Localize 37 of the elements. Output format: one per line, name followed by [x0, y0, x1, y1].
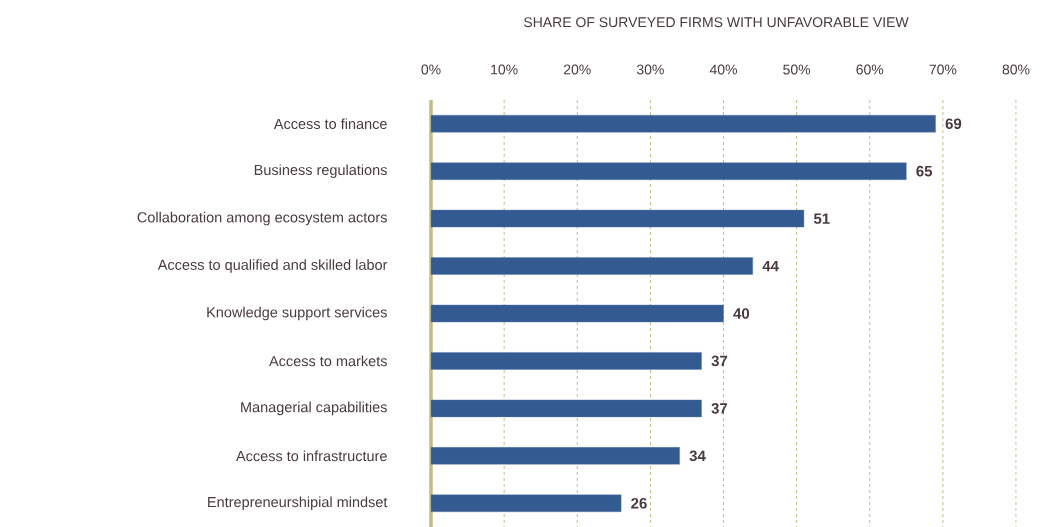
- data-label: 51: [813, 213, 830, 224]
- data-label: 34: [689, 450, 706, 462]
- bar: [430, 304, 724, 323]
- data-label: 65: [916, 165, 933, 177]
- y-tick-label: Business regulations: [254, 164, 387, 178]
- x-tick-label: 50%: [783, 64, 811, 75]
- x-tick-label: 0%: [421, 64, 441, 75]
- y-tick-label: Access to infrastructure: [236, 450, 387, 462]
- y-tick-label: Entrepreneurshipial mindset: [208, 496, 388, 511]
- x-tick-label: 80%: [1002, 64, 1030, 75]
- data-label: 40: [733, 308, 750, 319]
- y-tick-label: Access to finance: [273, 118, 387, 130]
- bar: [430, 209, 805, 228]
- y-tick-label: Managerial capabilities: [241, 401, 387, 416]
- bar: [430, 494, 622, 512]
- y-tick-label: Collaboration among ecosystem actors: [137, 211, 387, 226]
- x-tick-label: 30%: [636, 64, 664, 75]
- data-label: 44: [762, 260, 779, 272]
- y-tick-label: Knowledge support services: [207, 306, 387, 321]
- data-label: 37: [711, 403, 728, 414]
- y-tick-label: Access to qualified and skilled labor: [157, 259, 388, 273]
- bar: [430, 399, 702, 418]
- x-tick-label: 10%: [491, 64, 518, 75]
- x-tick-label: 60%: [856, 64, 884, 75]
- x-tick-label: 70%: [929, 64, 957, 75]
- bar: [430, 115, 936, 133]
- data-label: 69: [945, 118, 962, 130]
- bar: [430, 352, 702, 370]
- data-label: 26: [631, 497, 647, 509]
- chart-title: SHARE OF SURVEYED FIRMS WITH UNFAVORABLE VIEW: [523, 17, 909, 28]
- x-tick-label: 40%: [709, 64, 738, 75]
- bar: [430, 257, 753, 275]
- data-label: 37: [711, 355, 728, 367]
- bar: [430, 162, 907, 180]
- bar: [430, 447, 680, 465]
- y-tick-label: Access to markets: [269, 355, 387, 367]
- x-tick-label: 20%: [563, 64, 591, 75]
